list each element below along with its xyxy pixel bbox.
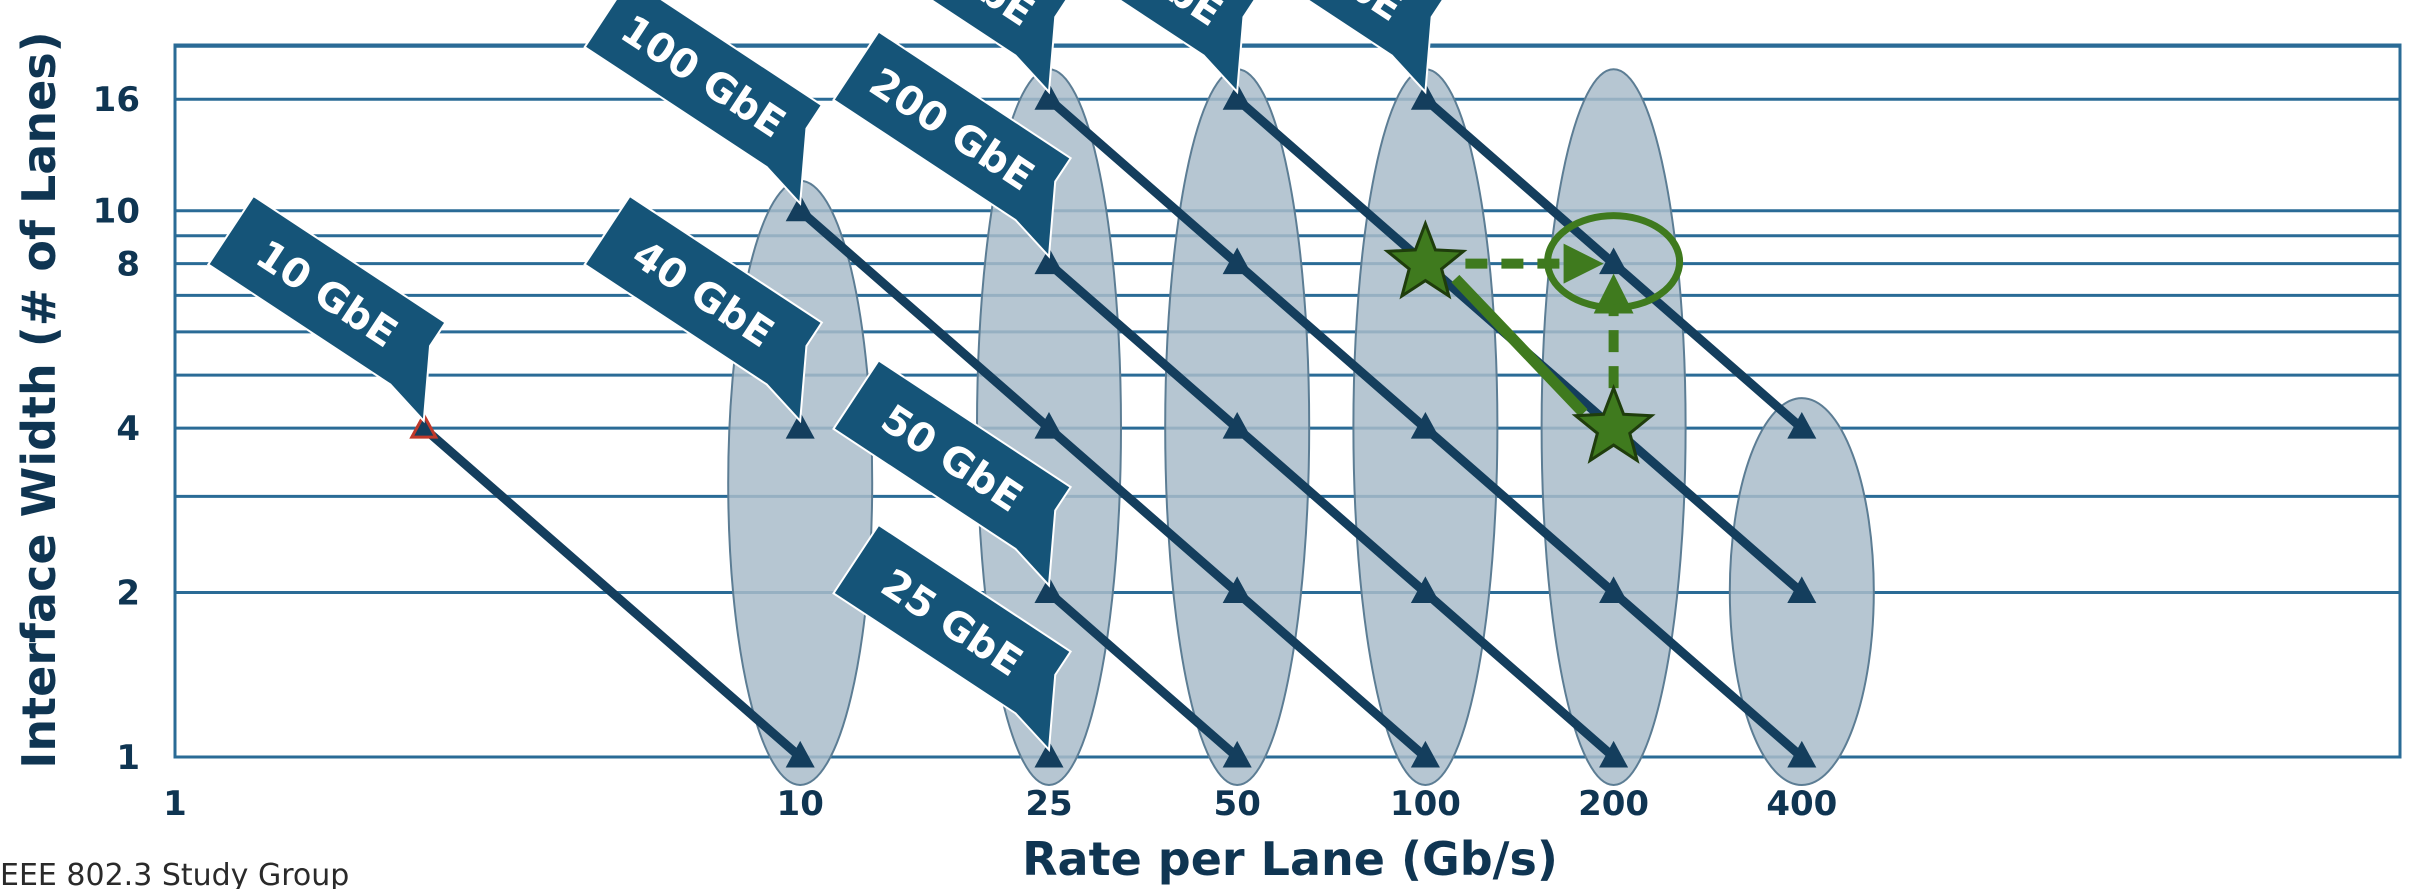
line-10-gbe bbox=[419, 423, 805, 762]
line-100-gbe bbox=[795, 206, 1430, 762]
y-tick-4: 4 bbox=[116, 409, 140, 449]
y-tick-2: 2 bbox=[116, 574, 140, 614]
tag-shape bbox=[1208, 0, 1449, 95]
x-tick-100: 100 bbox=[1390, 784, 1461, 824]
tag-shape bbox=[832, 0, 1073, 95]
tag-shape bbox=[832, 523, 1073, 753]
star-200g-4l bbox=[1571, 383, 1656, 464]
tag-shape bbox=[832, 359, 1073, 588]
marker-10-gbe-2.5g-4l bbox=[409, 411, 439, 439]
marker-100-gbe-10g-10l bbox=[785, 194, 815, 222]
marker-100-gbe-25g-4l bbox=[1034, 411, 1064, 439]
tag-shape bbox=[832, 30, 1073, 259]
marker-50-gbe-50g-1l bbox=[1222, 740, 1252, 768]
y-tick-10: 10 bbox=[93, 192, 140, 232]
marker-400-gbe-100g-4l bbox=[1410, 411, 1440, 439]
x-tick-400: 400 bbox=[1766, 784, 1837, 824]
marker-100-gbe-50g-2l bbox=[1222, 576, 1252, 604]
marker-100-gbe-100g-1l bbox=[1410, 740, 1440, 768]
line-50-gbe bbox=[1044, 588, 1242, 762]
y-tick-8: 8 bbox=[116, 245, 140, 285]
star-100g-8l bbox=[1383, 219, 1468, 300]
plot-frame bbox=[173, 43, 2402, 759]
highlight-annotations bbox=[1383, 212, 1684, 464]
marker-400-gbe-200g-2l bbox=[1599, 576, 1629, 604]
solid-arrow bbox=[1451, 274, 1588, 417]
marker-40-gbe-10g-4l bbox=[785, 411, 815, 439]
tag-10-gbe: 10 GbE bbox=[206, 194, 447, 424]
tag-shape bbox=[583, 0, 824, 206]
marker-200-gbe-200g-1l bbox=[1599, 740, 1629, 768]
marker-1-6-tbe-400g-4l bbox=[1787, 411, 1817, 439]
tag-100-gbe: 100 GbE bbox=[583, 0, 824, 206]
y-tick-labels: 1 2 4 8 10 16 bbox=[93, 80, 140, 778]
footer-note: EEE 802.3 Study Group bbox=[0, 858, 349, 889]
marker-200-gbe-100g-2l bbox=[1410, 576, 1440, 604]
marker-50-gbe-25g-2l bbox=[1034, 576, 1064, 604]
ellipse-10-gbps bbox=[727, 179, 874, 786]
x-tick-1: 1 bbox=[163, 784, 187, 824]
x-tick-50: 50 bbox=[1214, 784, 1261, 824]
marker-200-gbe-50g-4l bbox=[1222, 411, 1252, 439]
line-200-gbe bbox=[1044, 259, 1619, 762]
series-markers bbox=[409, 83, 1817, 768]
marker-200-gbe-25g-8l bbox=[1034, 247, 1064, 275]
marker-400-gbe-400g-1l bbox=[1787, 740, 1817, 768]
tag-shape bbox=[1020, 0, 1261, 95]
y-tick-16: 16 bbox=[93, 80, 140, 120]
marker-800-gbe-400g-2l bbox=[1787, 576, 1817, 604]
x-tick-labels: 1 10 25 50 100 200 400 bbox=[163, 784, 1837, 824]
marker-10-gbe-10g-1l bbox=[785, 740, 815, 768]
tag-shape bbox=[206, 194, 447, 424]
marker-800-gbe-50g-16l bbox=[1222, 83, 1252, 110]
y-tick-1: 1 bbox=[116, 738, 140, 778]
marker-25-gbe-25g-1l bbox=[1034, 740, 1064, 768]
x-axis-title: Rate per Lane (Gb/s) bbox=[1022, 832, 1558, 886]
marker-1-6-tbe-100g-16l bbox=[1410, 83, 1440, 110]
x-tick-10: 10 bbox=[777, 784, 824, 824]
x-tick-200: 200 bbox=[1578, 784, 1649, 824]
tag-shape bbox=[583, 194, 824, 424]
y-axis-title: Interface Width (# of Lanes) bbox=[12, 31, 66, 768]
marker-400-gbe-25g-16l bbox=[1034, 83, 1064, 110]
marker-1-6-tbe-200g-8l bbox=[1599, 247, 1629, 275]
x-tick-25: 25 bbox=[1025, 784, 1072, 824]
highlight-circle bbox=[1544, 212, 1684, 312]
marker-400-gbe-50g-8l bbox=[1222, 247, 1252, 275]
